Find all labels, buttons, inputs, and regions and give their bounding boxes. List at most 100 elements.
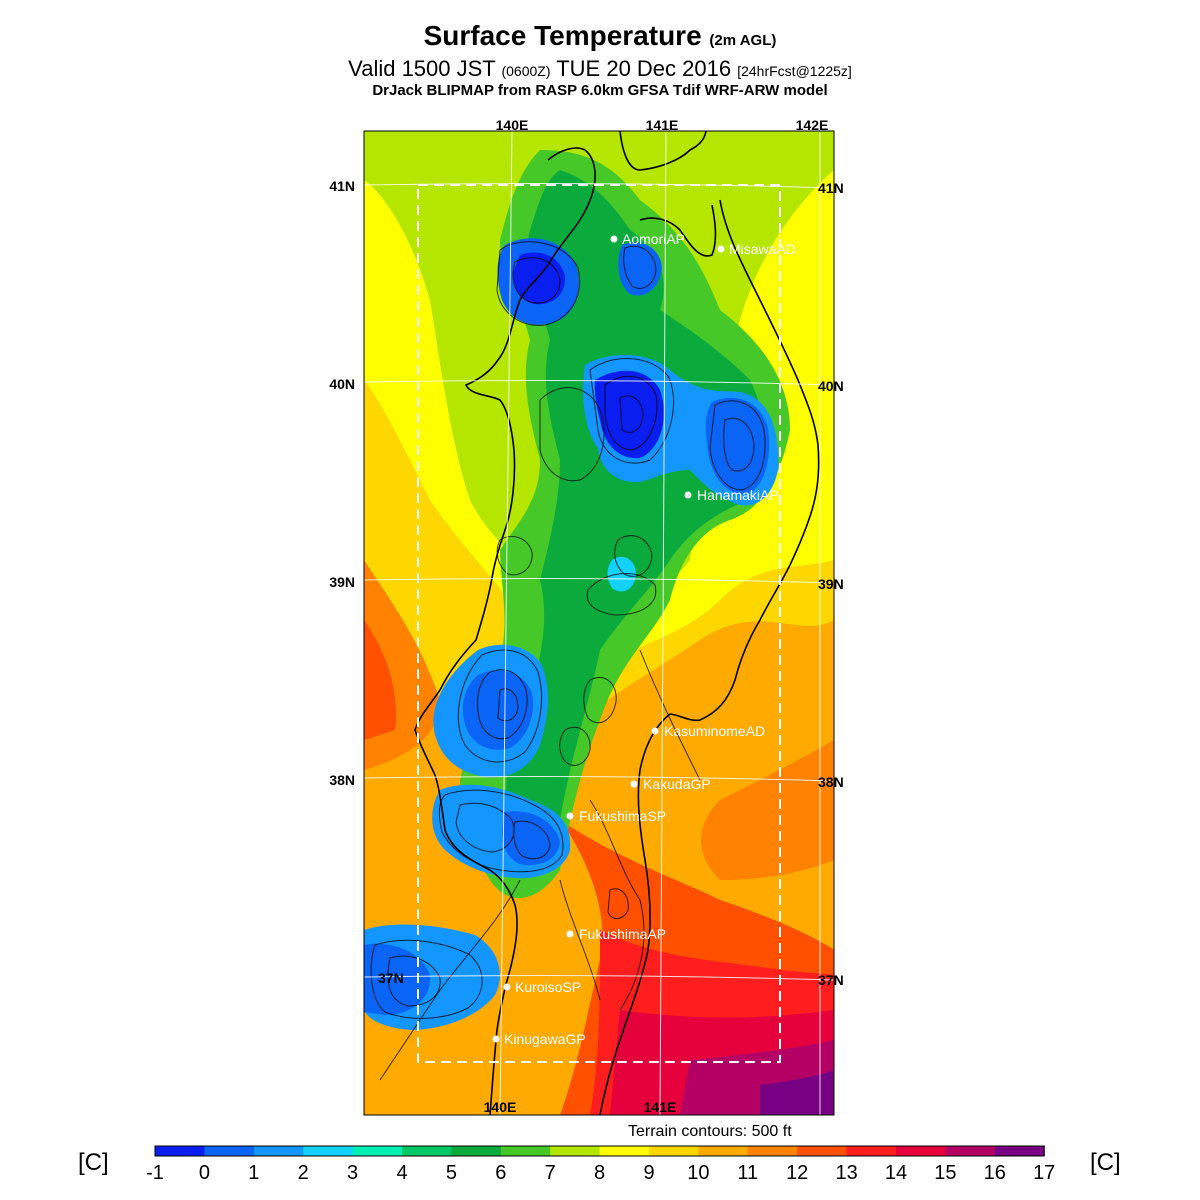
temperature-field: [364, 131, 834, 1115]
colorbar-tick-label: 15: [934, 1162, 956, 1184]
colorbar-tick-label: 4: [396, 1162, 407, 1184]
valid-date: TUE 20 Dec 2016: [556, 56, 732, 81]
colorbar-unit-left: [C]: [78, 1149, 109, 1176]
field-westcoast-12: [364, 620, 396, 740]
station-dot-aomori: [610, 235, 618, 243]
colorbar-swatch: [253, 1146, 304, 1156]
station-label-fukushima-ap: FukushimaAP: [579, 926, 666, 942]
field-cold-fukushima-core: [502, 811, 560, 866]
colorbar-tick-label: 7: [545, 1162, 556, 1184]
colorbar-unit-right: [C]: [1090, 1149, 1121, 1176]
colorbar-tick-label: 0: [199, 1162, 210, 1184]
terrain-contour-note: Terrain contours: 500 ft: [628, 1123, 792, 1140]
colorbar-tick-label: 2: [298, 1162, 309, 1184]
field-south-16: [760, 1070, 834, 1115]
lon-label-top-140: 140E: [496, 117, 529, 133]
station-label-misawa: MisawaAD: [729, 241, 796, 257]
lon-label-top-141: 141E: [646, 117, 679, 133]
lat-label-right-39: 39N: [818, 576, 844, 592]
colorbar-swatch: [204, 1146, 255, 1156]
colorbar-swatch: [402, 1146, 452, 1156]
colorbar-swatch: [599, 1146, 650, 1156]
colorbar-tick-label: 13: [835, 1162, 857, 1184]
field-cool-spot: [607, 556, 636, 592]
inner-domain-boundary: [417, 184, 781, 1063]
lat-label-right-37: 37N: [818, 972, 844, 988]
colorbar-tick-label: 14: [885, 1162, 907, 1184]
colorbar-swatch: [352, 1146, 403, 1156]
colorbar: [C] [C] -1 0 1 2 3 4 5 6 7 8 9 10 11 12 13 14 15 16 17: [78, 1145, 1121, 1184]
lon-label-top-142: 142E: [796, 117, 829, 133]
map-frame: [363, 130, 835, 1116]
colorbar-tick-label: 12: [786, 1162, 808, 1184]
colorbar-tick-label: 11: [737, 1162, 758, 1184]
lat-label-left-41: 41N: [329, 178, 355, 194]
colorbar-frame: [154, 1145, 1045, 1157]
field-se-11: [701, 740, 834, 880]
colorbar-tick-label: 17: [1033, 1162, 1055, 1184]
station-dot-kinugawa: [492, 1035, 500, 1043]
station-label-fukushima-sp: FukushimaSP: [579, 808, 666, 824]
lat-label-right-41: 41N: [818, 180, 844, 196]
colorbar-swatch: [846, 1146, 897, 1156]
coastline: [414, 131, 820, 1115]
colorbar-swatch: [698, 1146, 749, 1156]
station-dot-hanamaki: [684, 491, 692, 499]
colorbar-swatch: [747, 1146, 798, 1156]
valid-time-line: Valid 1500 JST (0600Z) TUE 20 Dec 2016 […: [0, 56, 1200, 82]
colorbar-tick-label: 16: [984, 1162, 1006, 1184]
station-markers: AomoriAP MisawaAD HanamakiAP KasuminomeA…: [492, 231, 796, 1047]
forecast-info: [24hrFcst@1225z]: [737, 63, 852, 79]
station-dot-kasuminome: [651, 727, 659, 735]
station-dot-kakuda: [630, 780, 638, 788]
field-cold-central-core: [594, 370, 664, 459]
lon-label-bottom-141: 141E: [644, 1099, 677, 1115]
lat-label-right-40: 40N: [818, 378, 844, 394]
colorbar-swatch: [649, 1146, 699, 1156]
colorbar-swatch: [550, 1146, 601, 1156]
colorbar-swatch: [994, 1146, 1045, 1156]
lon-label-bottom-140: 140E: [484, 1099, 517, 1115]
colorbar-tick-label: 6: [495, 1162, 506, 1184]
station-label-aomori: AomoriAP: [622, 231, 685, 247]
station-label-kuroiso: KuroisoSP: [515, 979, 581, 995]
title-suffix: (2m AGL): [709, 32, 777, 49]
graticule-labels: 140E 141E 142E 140E 141E 41N 41N 40N 40N…: [329, 117, 843, 1115]
field-cold-yamagata-core: [462, 670, 534, 750]
colorbar-swatch: [797, 1146, 848, 1156]
station-dot-fukushima-sp: [566, 812, 574, 820]
colorbar-swatch: [155, 1146, 205, 1156]
colorbar-tick-label: 3: [347, 1162, 358, 1184]
valid-prefix: Valid 1500 JST: [348, 56, 496, 81]
model-line: DrJack BLIPMAP from RASP 6.0km GFSA Tdif…: [372, 82, 828, 99]
station-dot-misawa: [717, 245, 725, 253]
station-dot-kuroiso: [503, 983, 511, 991]
lat-label-left-39: 39N: [329, 574, 355, 590]
station-label-kasuminome: KasuminomeAD: [664, 723, 765, 739]
colorbar-tick-label: 1: [248, 1162, 259, 1184]
field-band-5: [506, 170, 765, 844]
colorbar-tick-label: 9: [643, 1162, 654, 1184]
colorbar-swatch: [896, 1146, 946, 1156]
station-dot-fukushima-ap: [566, 930, 574, 938]
graticule: [364, 131, 834, 1115]
lat-label-left-37: 37N: [378, 970, 404, 986]
colorbar-tick-label: -1: [146, 1162, 164, 1184]
colorbar-tick-label: 5: [446, 1162, 457, 1184]
title-text: Surface Temperature: [423, 20, 702, 51]
lat-label-left-40: 40N: [329, 376, 355, 392]
lat-label-left-38: 38N: [329, 772, 355, 788]
colorbar-tick-label: 8: [594, 1162, 605, 1184]
colorbar-swatch: [451, 1146, 502, 1156]
field-cold-southwest-core: [364, 943, 431, 1015]
station-label-hanamaki: HanamakiAP: [697, 487, 779, 503]
station-label-kakuda: KakudaGP: [643, 776, 711, 792]
terrain-contours: [370, 241, 766, 1081]
chart-title: Surface Temperature (2m AGL): [0, 20, 1200, 52]
colorbar-swatch: [500, 1146, 551, 1156]
field-cold-east: [705, 397, 770, 495]
colorbar-swatch: [303, 1146, 354, 1156]
valid-zulu: (0600Z): [501, 63, 551, 79]
station-label-kinugawa: KinugawaGP: [504, 1031, 586, 1047]
